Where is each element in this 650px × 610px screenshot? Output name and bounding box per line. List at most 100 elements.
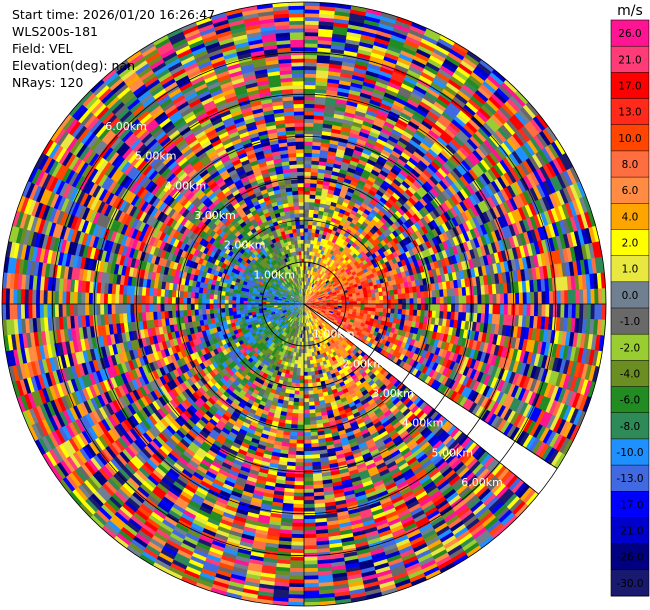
velocity-gate <box>449 319 455 329</box>
velocity-gate <box>432 157 444 169</box>
velocity-gate <box>304 58 318 63</box>
velocity-gate <box>447 52 464 64</box>
velocity-gate <box>439 114 452 126</box>
velocity-gate <box>304 107 315 112</box>
velocity-gate <box>304 258 307 263</box>
velocity-gate <box>310 297 314 300</box>
velocity-gate <box>313 122 324 128</box>
velocity-gate <box>325 200 332 206</box>
velocity-gate <box>300 364 304 369</box>
velocity-gate <box>444 199 454 210</box>
velocity-gate <box>573 230 582 247</box>
velocity-gate <box>501 82 516 97</box>
velocity-gate <box>594 304 599 321</box>
velocity-gate <box>490 219 499 232</box>
velocity-gate <box>311 156 320 162</box>
velocity-gate <box>505 237 513 250</box>
velocity-gate <box>374 288 379 293</box>
velocity-gate <box>393 289 399 295</box>
velocity-gate <box>366 314 372 319</box>
velocity-gate <box>479 59 495 73</box>
velocity-gate <box>418 186 428 196</box>
velocity-gate <box>539 130 552 147</box>
velocity-gate <box>376 229 383 236</box>
velocity-gate <box>515 194 526 208</box>
velocity-gate <box>305 277 307 282</box>
velocity-gate <box>587 258 594 275</box>
velocity-gate <box>328 283 333 288</box>
velocity-gate <box>449 48 466 61</box>
velocity-gate <box>370 234 378 242</box>
velocity-gate <box>432 78 447 90</box>
velocity-gate <box>454 215 463 226</box>
velocity-gate <box>360 304 365 308</box>
velocity-gate <box>403 319 409 327</box>
velocity-gate <box>406 142 418 152</box>
velocity-gate <box>447 185 458 196</box>
velocity-gate <box>316 221 322 227</box>
velocity-gate <box>310 167 319 173</box>
velocity-gate <box>352 117 365 125</box>
velocity-gate <box>304 130 314 135</box>
velocity-gate <box>316 276 320 282</box>
velocity-gate <box>519 245 526 259</box>
velocity-gate <box>468 181 479 194</box>
velocity-gate <box>412 286 417 293</box>
velocity-gate <box>511 222 520 236</box>
velocity-gate <box>522 304 528 317</box>
velocity-gate <box>341 185 350 192</box>
velocity-gate <box>303 424 311 429</box>
velocity-gate <box>536 167 547 183</box>
velocity-gate <box>497 272 504 284</box>
velocity-gate <box>304 254 307 259</box>
velocity-gate <box>523 141 536 157</box>
velocity-gate <box>331 281 336 286</box>
velocity-gate <box>316 281 320 286</box>
velocity-gate <box>421 120 434 131</box>
velocity-gate <box>353 189 361 197</box>
velocity-gate <box>485 154 498 167</box>
velocity-gate <box>533 228 542 243</box>
velocity-gate <box>307 228 313 233</box>
velocity-gate <box>350 125 362 132</box>
velocity-gate <box>394 255 401 263</box>
velocity-gate <box>314 280 318 285</box>
velocity-gate <box>347 225 354 232</box>
velocity-gate <box>311 292 315 296</box>
velocity-gate <box>307 285 310 290</box>
velocity-gate <box>293 492 304 497</box>
velocity-gate <box>479 245 487 257</box>
velocity-gate <box>381 99 394 108</box>
velocity-gate <box>328 293 334 296</box>
velocity-gate <box>368 237 375 244</box>
velocity-gate <box>369 199 378 207</box>
velocity-gate <box>314 107 326 113</box>
velocity-gate <box>320 285 324 289</box>
velocity-gate <box>304 122 314 127</box>
velocity-gate <box>335 290 341 294</box>
velocity-gate <box>455 132 468 145</box>
velocity-gate <box>355 199 363 207</box>
velocity-gate <box>382 145 394 154</box>
velocity-gate <box>413 304 418 311</box>
velocity-gate <box>363 313 368 318</box>
velocity-gate <box>438 224 446 235</box>
velocity-gate <box>439 311 444 319</box>
velocity-gate <box>392 284 398 291</box>
velocity-gate <box>379 233 387 241</box>
velocity-gate <box>304 73 317 78</box>
velocity-gate <box>400 223 409 232</box>
velocity-gate <box>389 215 398 224</box>
velocity-gate <box>374 244 381 251</box>
velocity-gate <box>304 265 307 271</box>
velocity-gate <box>402 298 407 305</box>
velocity-gate <box>415 162 426 173</box>
velocity-gate <box>310 236 315 241</box>
velocity-gate <box>399 215 408 224</box>
velocity-gate <box>443 304 448 312</box>
velocity-gate <box>362 276 368 282</box>
velocity-gate <box>461 83 476 97</box>
velocity-gate <box>455 164 466 177</box>
velocity-gate <box>307 285 310 290</box>
velocity-gate <box>310 298 315 301</box>
